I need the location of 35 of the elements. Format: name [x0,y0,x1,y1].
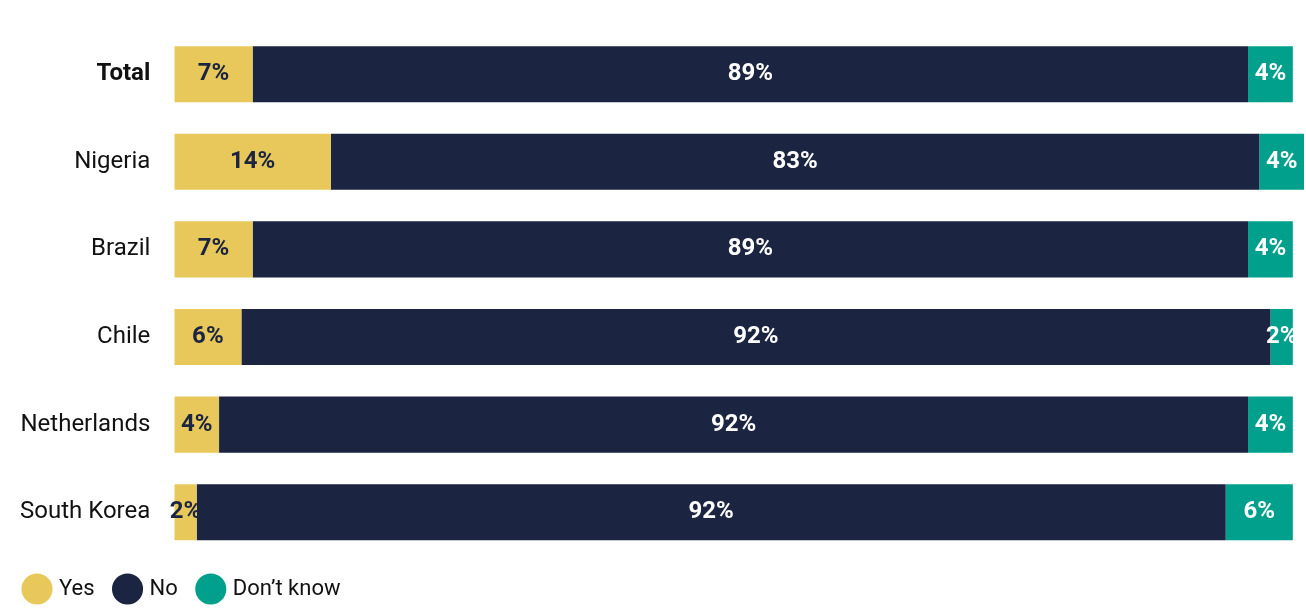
data-label: 4% [1265,145,1298,174]
legend-label: Yes [59,574,95,600]
bar [252,221,1249,278]
data-label: 6% [192,321,224,349]
bar [174,221,253,278]
bar [196,484,1226,541]
data-label: 89% [727,233,773,262]
bar [219,396,1249,453]
bar [252,46,1249,103]
bar [330,133,1260,190]
y-tick-label: South Korea [20,496,151,525]
data-label: 6% [1243,496,1276,525]
y-tick-label: Total [96,58,151,87]
bar [174,46,253,103]
y-tick-label: Nigeria [74,145,151,174]
bar [174,133,331,190]
data-label: 89% [727,58,773,87]
bar [174,308,242,366]
legend-label: Don’t know [232,574,341,600]
data-label: 92% [733,321,779,349]
y-tick-label: Chile [97,321,151,349]
data-label: 4% [1254,233,1287,262]
data-label: 4% [1254,408,1287,437]
data-label: 7% [197,233,230,262]
bar [1225,484,1293,541]
data-label: 4% [180,408,213,437]
legend-label: No [149,574,178,600]
data-label: 7% [197,58,230,87]
y-tick-label: Netherlands [20,408,151,437]
data-label: 83% [772,145,818,174]
data-label: 4% [1254,58,1287,87]
data-label: 92% [710,408,757,437]
y-tick-label: Brazil [91,233,151,262]
data-label: 92% [688,496,734,525]
data-label: 14% [229,145,276,174]
